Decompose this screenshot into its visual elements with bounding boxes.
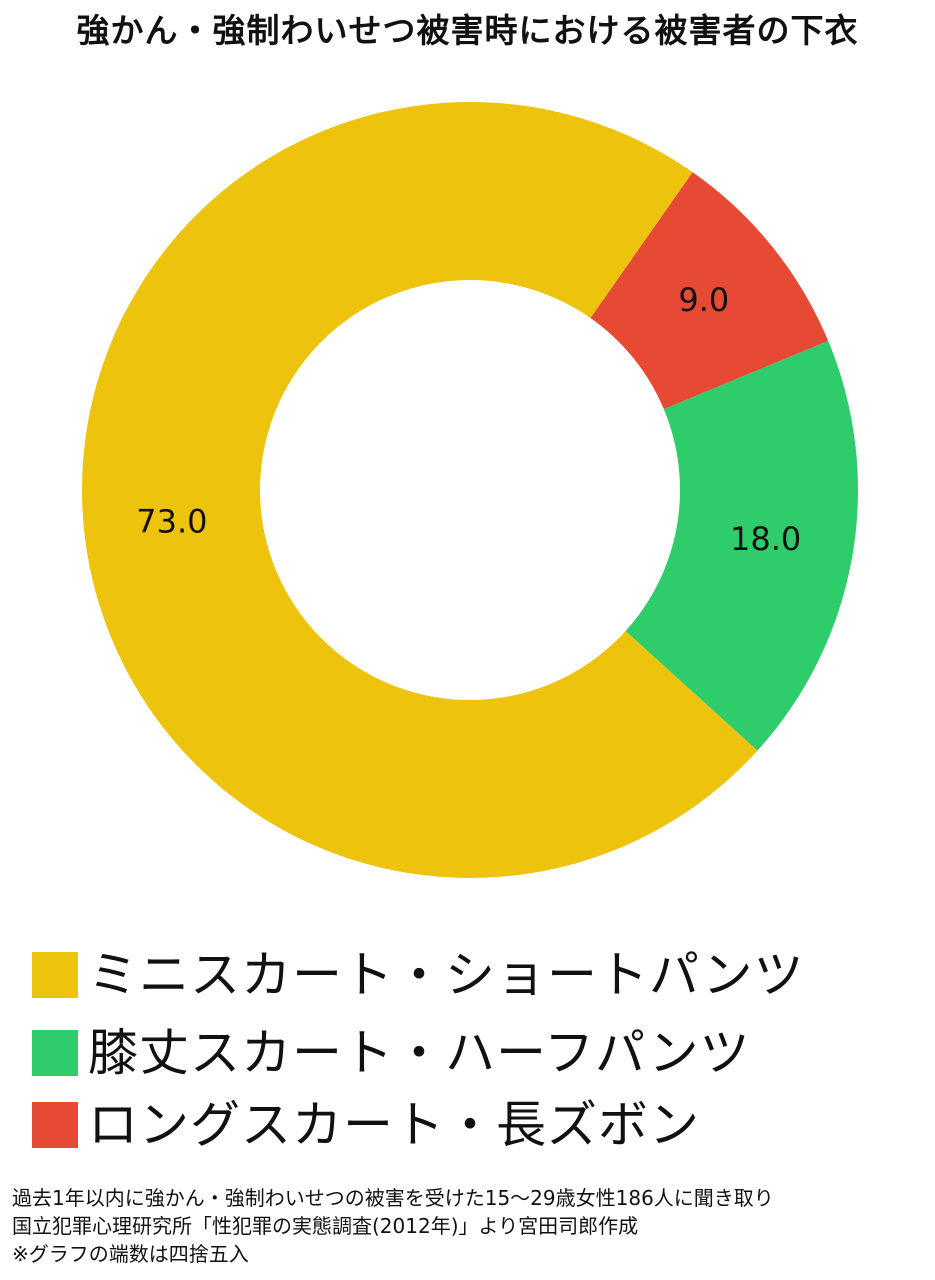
footnote-source-sample: 過去1年以内に強かん・強制わいせつの被害を受けた15～29歳女性186人に聞き取… xyxy=(12,1186,774,1210)
legend-swatch-mini xyxy=(32,952,78,998)
slice-knee xyxy=(625,340,858,751)
slice-mini xyxy=(81,102,758,878)
label-knee: 18.0 xyxy=(730,520,801,558)
label-long: 9.0 xyxy=(678,281,729,319)
legend-label-knee: 膝丈スカート・ハーフパンツ xyxy=(88,1024,751,1082)
legend-swatch-long xyxy=(32,1102,78,1148)
footnote-source-credit: 国立犯罪心理研究所「性犯罪の実態調査(2012年)」より宮田司郎作成 xyxy=(12,1214,639,1238)
legend-label-long: ロングスカート・長ズボン xyxy=(88,1096,700,1154)
footnotes: 過去1年以内に強かん・強制わいせつの被害を受けた15～29歳女性186人に聞き取… xyxy=(12,1184,774,1268)
chart-title: 強かん・強制わいせつ被害時における被害者の下衣 xyxy=(76,11,859,50)
slice-long xyxy=(590,172,829,410)
footnote-rounding: ※グラフの端数は四捨五入 xyxy=(12,1242,249,1266)
donut-chart: 9.0 18.0 73.0 xyxy=(81,102,858,878)
legend-label-mini: ミニスカート・ショートパンツ xyxy=(88,946,805,1004)
legend-swatch-knee xyxy=(32,1030,78,1076)
label-mini: 73.0 xyxy=(136,502,207,540)
